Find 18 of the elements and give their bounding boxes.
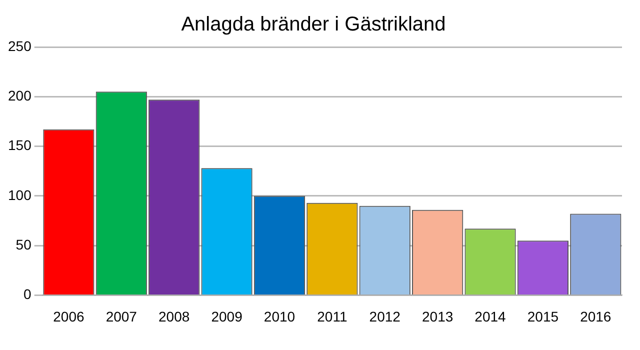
y-tick-label: 150 <box>8 137 32 154</box>
y-tick-label: 0 <box>24 286 32 302</box>
x-tick-label: 2006 <box>53 308 84 324</box>
x-tick-label: 2011 <box>317 308 348 324</box>
y-tick-label: 250 <box>8 38 32 54</box>
y-tick-label: 200 <box>8 88 32 104</box>
x-tick-label: 2008 <box>158 308 190 324</box>
x-tick-label: 2010 <box>264 308 296 324</box>
x-tick-label: 2015 <box>527 308 559 324</box>
x-tick-label: 2014 <box>474 308 506 324</box>
x-tick-label: 2013 <box>422 308 454 324</box>
x-tick-label: 2012 <box>369 308 401 324</box>
x-tick-label: 2007 <box>106 308 138 324</box>
x-tick-label: 2016 <box>580 308 612 324</box>
x-tick-label: 2009 <box>211 308 243 324</box>
chart-title: Anlagda bränder i Gästrikland <box>181 14 446 36</box>
y-tick-label: 100 <box>8 186 32 203</box>
y-tick-label: 50 <box>16 236 32 252</box>
